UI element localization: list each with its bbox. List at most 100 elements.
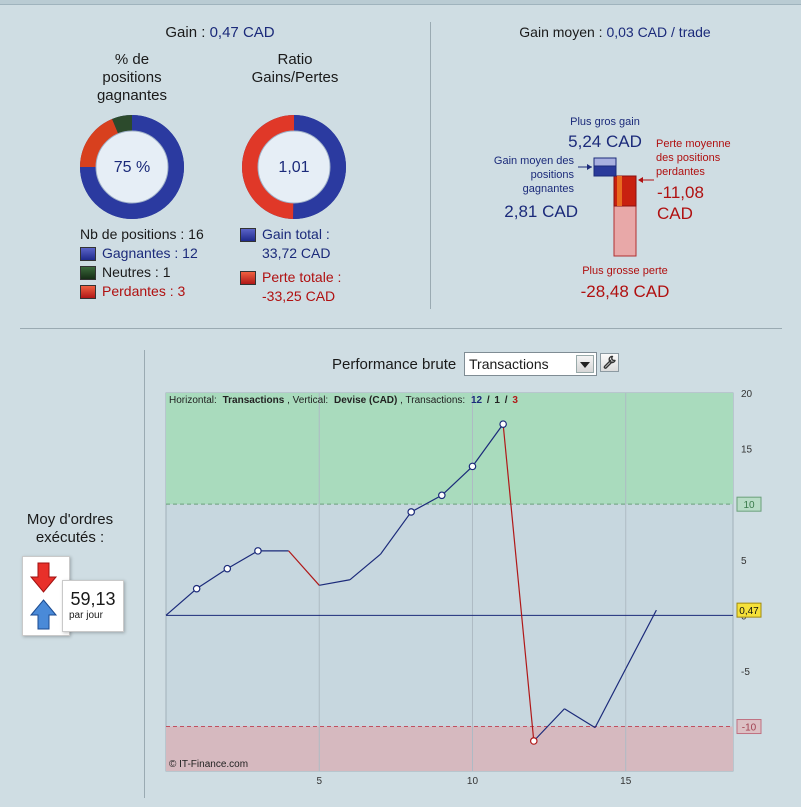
lower-zone — [166, 726, 733, 771]
gain-segment — [292, 115, 346, 219]
gain-summary: Gain : 0,47 CAD — [110, 24, 330, 41]
legend-winners-label: Gagnantes : 12 — [102, 245, 198, 261]
data-point-12 — [529, 737, 538, 745]
pct-center-value: 75 % — [114, 159, 150, 176]
avg-loss-bar-highlight — [617, 176, 622, 206]
ratio-title-line2: Gains/Pertes — [251, 69, 339, 86]
biggest-loss-value: -28,48 CAD — [580, 282, 670, 301]
series-segment-6 — [319, 579, 350, 586]
pct-title-line3: gagnantes — [96, 87, 168, 104]
chevron-down-icon — [580, 362, 590, 368]
biggest-gain-label: Plus gros gain — [570, 116, 640, 128]
orders-value-card: 59,13 par jour — [62, 580, 124, 632]
avg-win-label-1: Gain moyen des — [493, 155, 574, 167]
upper-zone — [166, 393, 733, 505]
header-tx-loss: 3 — [512, 395, 518, 406]
upper-threshold-badge — [736, 496, 762, 512]
pct-title-line2: positions — [102, 69, 162, 86]
orders-title-line1: Moy d'ordres — [26, 511, 114, 528]
header-tx: , Transactions: — [400, 395, 465, 406]
series-segment-11 — [472, 423, 504, 467]
header-mid: , Vertical: — [287, 395, 328, 406]
legend-loss-total: Perte totale : — [240, 268, 341, 287]
header-tx-sep1: / — [487, 395, 490, 406]
loss-total-value: -33,25 CAD — [262, 288, 336, 304]
avg-win-label: Gain moyen des positions gagnantes — [484, 154, 574, 196]
orders-title-line2: exécutés : — [35, 529, 105, 546]
data-point-10 — [468, 462, 477, 471]
data-point-3 — [254, 547, 262, 555]
losing-segment — [80, 118, 119, 168]
avg-loss-label-3: perdantes — [656, 166, 705, 178]
data-point-1 — [192, 584, 201, 593]
series-segment-16 — [625, 609, 657, 669]
avg-gain-label: Gain moyen : — [519, 24, 603, 40]
chart-settings-button[interactable] — [600, 353, 619, 372]
avg-win-value: 2,81 CAD — [504, 202, 578, 221]
header-tx-neutral: 1 — [494, 395, 500, 406]
panel-divider-vertical — [430, 22, 431, 309]
legend-gain-total: Gain total : — [240, 225, 341, 244]
legend-winners: Gagnantes : 12 — [80, 244, 204, 263]
legend-neutral-label: Neutres : 1 — [102, 264, 171, 280]
y-tick-label: 20 — [741, 389, 753, 400]
loss-segment — [242, 115, 295, 219]
loss-total-swatch — [240, 271, 256, 286]
top-strip — [0, 0, 801, 5]
bottom-divider-vertical — [144, 350, 145, 798]
losers-swatch — [80, 285, 96, 300]
legend-losers-label: Perdantes : 3 — [102, 283, 186, 299]
biggest-loss-bar — [613, 205, 637, 257]
pct-positions-title: % de positions gagnantes — [72, 51, 192, 105]
winners-swatch — [80, 247, 96, 262]
avg-gain-value: 0,03 CAD / trade — [606, 24, 711, 40]
series-segment-1 — [165, 588, 198, 616]
positions-legend: Nb de positions : 16 Gagnantes : 12 Neut… — [80, 225, 204, 301]
series-segment-14 — [564, 708, 596, 729]
avg-gain-arrowhead — [587, 164, 592, 170]
header-vertical: Devise (CAD) — [334, 395, 397, 406]
positions-count: Nb de positions : 16 — [80, 226, 204, 242]
gain-total-label: Gain total : — [262, 226, 330, 242]
biggest-loss-label: Plus grosse perte — [582, 265, 668, 277]
legend-losers: Perdantes : 3 — [80, 282, 204, 301]
chart-header: Horizontal: Transactions , Vertical: Dev… — [169, 395, 518, 406]
y-tick-label: 5 — [741, 556, 747, 567]
down-arrow-icon — [29, 562, 58, 593]
avg-gain-summary: Gain moyen : 0,03 CAD / trade — [470, 24, 760, 40]
data-point-2 — [223, 564, 232, 573]
data-point-11 — [499, 420, 507, 428]
avg-loss-label-1: Perte moyenne — [656, 138, 731, 150]
orders-arrows-icon — [29, 562, 58, 630]
chart-copyright: © IT-Finance.com — [169, 759, 248, 770]
ratio-title-line1: Ratio — [277, 51, 313, 68]
series-segment-2 — [196, 568, 228, 590]
performance-title: Performance brute — [332, 356, 457, 373]
header-horizontal: Transactions — [223, 395, 285, 406]
select-dropdown-button[interactable] — [576, 355, 594, 373]
gain-total-value: 33,72 CAD — [262, 245, 331, 261]
avg-loss-label: Perte moyenne des positions perdantes — [656, 137, 766, 179]
avg-gain-bar — [593, 165, 617, 177]
ratio-donut: 1,01 — [242, 115, 346, 219]
series-segment-7 — [349, 553, 381, 581]
ratio-title: Ratio Gains/Pertes — [230, 51, 360, 87]
data-point-8 — [407, 508, 415, 516]
performance-select-value: Transactions — [469, 356, 549, 372]
header-tx-win: 12 — [471, 395, 483, 406]
avg-loss-value: -11,08 CAD — [657, 182, 704, 224]
performance-select[interactable]: Transactions — [464, 352, 597, 376]
wrench-icon — [603, 355, 616, 369]
series-segment-5 — [288, 550, 320, 586]
lower-threshold-badge — [736, 719, 762, 735]
avg-loss-value-2: CAD — [657, 204, 693, 223]
series-segment-15 — [594, 668, 627, 728]
avg-win-label-2: positions — [530, 169, 574, 181]
orders-title: Moy d'ordres exécutés : — [12, 511, 128, 547]
data-point-9 — [438, 491, 446, 500]
x-tick-label: 10 — [467, 776, 479, 787]
series-segment-10 — [441, 465, 473, 496]
winning-segment — [80, 115, 184, 219]
orders-value: 59,13 — [70, 589, 116, 609]
